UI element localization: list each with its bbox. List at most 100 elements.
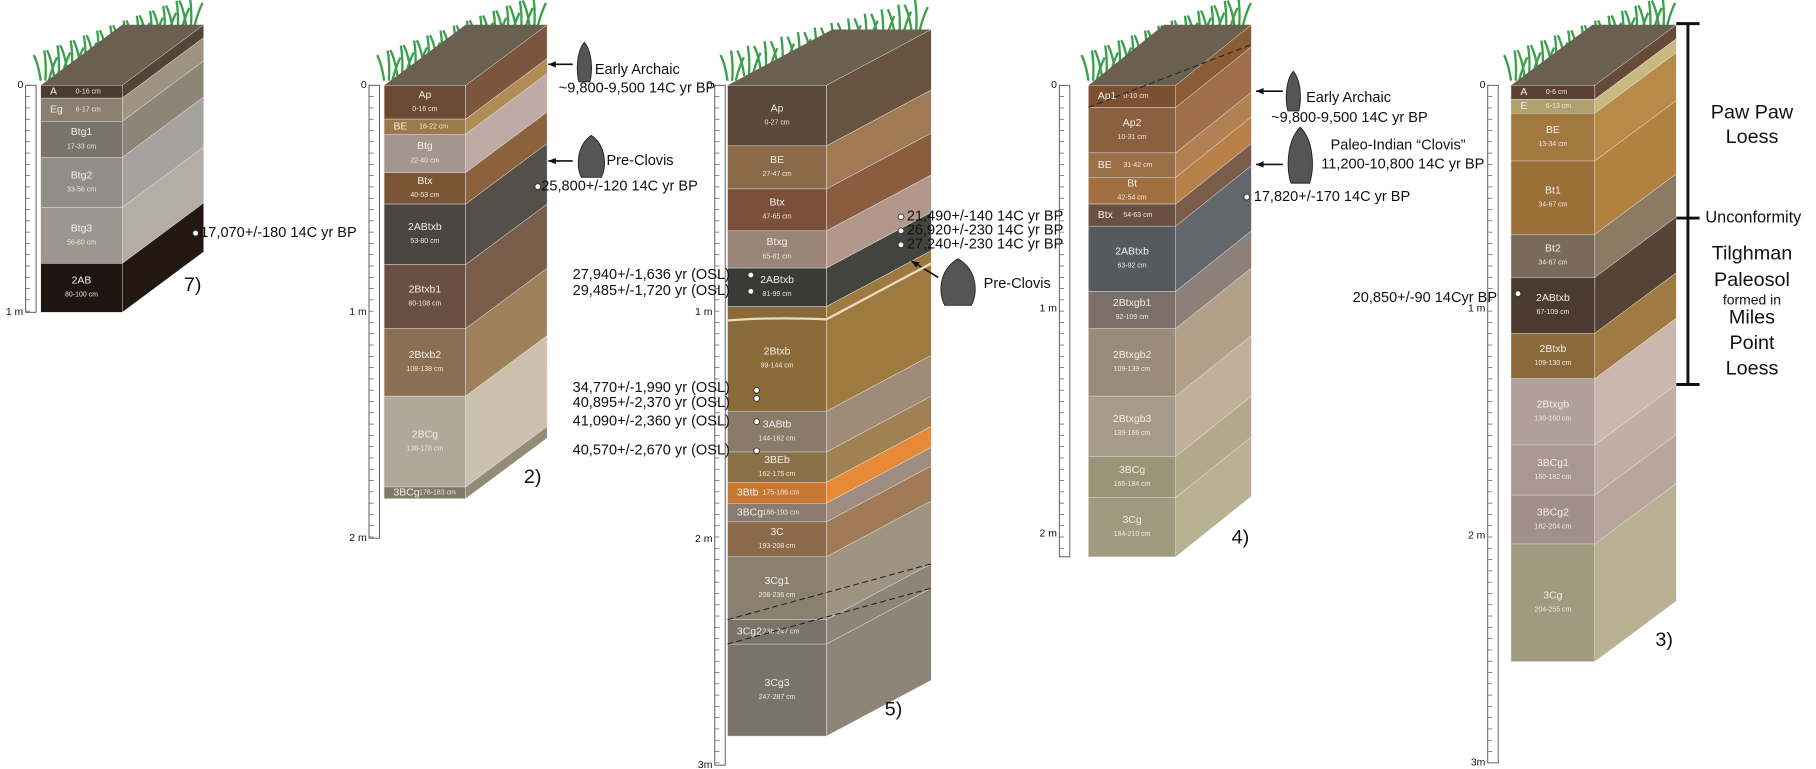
annotation: ~9,800-9,500 14C yr BP bbox=[1271, 110, 1427, 126]
scale-label: 2 m bbox=[1040, 528, 1058, 539]
scale-label: 3m bbox=[1471, 758, 1486, 769]
horizon-name: 3ABtb bbox=[763, 419, 792, 430]
horizon-name: 2ABtxb bbox=[408, 222, 442, 233]
horizon-depth: 13-34 cm bbox=[1538, 141, 1567, 148]
horizon-name: Btx bbox=[1098, 210, 1114, 221]
scale-label: 1 m bbox=[6, 307, 24, 318]
horizon-depth: 56-80 cm bbox=[67, 239, 96, 246]
horizon-name: 2ABtxb bbox=[760, 275, 794, 286]
annotation: Pre-Clovis bbox=[984, 276, 1051, 292]
sample-dot bbox=[754, 448, 760, 454]
horizon-name: 2AB bbox=[72, 276, 92, 287]
projectile-point bbox=[1286, 71, 1300, 111]
horizon-depth: 27-47 cm bbox=[763, 171, 792, 178]
horizon bbox=[1088, 107, 1175, 152]
scale-label: 2 m bbox=[695, 534, 713, 545]
horizon-depth: 0-10 cm bbox=[1123, 93, 1148, 100]
horizon-name: E bbox=[1520, 101, 1527, 112]
horizon bbox=[1088, 226, 1175, 291]
sample-dot bbox=[1244, 194, 1250, 200]
arrow-head bbox=[1256, 161, 1264, 167]
horizon-name: A bbox=[1520, 87, 1527, 98]
horizon-depth: 186-193 cm bbox=[762, 509, 799, 516]
annotation: Paw Paw bbox=[1711, 101, 1794, 123]
sample-dot bbox=[754, 419, 760, 425]
grass bbox=[905, 0, 928, 30]
horizon-name: 3Btb bbox=[737, 488, 759, 499]
horizon-name: 3Cg3 bbox=[765, 678, 790, 689]
scale-label: 1 m bbox=[349, 307, 367, 318]
projectile-point bbox=[1288, 127, 1312, 183]
annotation: 40,570+/-2,670 yr (OSL) bbox=[573, 443, 730, 459]
annotation: 40,895+/-2,370 yr (OSL) bbox=[573, 395, 730, 411]
projectile-point bbox=[577, 42, 591, 82]
horizon bbox=[728, 146, 827, 189]
horizon-name: 2Btxgb bbox=[1537, 400, 1570, 411]
annotation: 11,200-10,800 14C yr BP bbox=[1321, 156, 1484, 172]
horizon-depth: 33-56 cm bbox=[67, 186, 96, 193]
profile-label: 7) bbox=[184, 274, 202, 296]
annotation: formed in bbox=[1723, 291, 1781, 307]
horizon-name: 3BCg2 bbox=[1537, 507, 1569, 518]
sample-dot bbox=[748, 288, 754, 294]
horizon-depth: 80-100 cm bbox=[65, 292, 98, 299]
annotation: 20,850+/-90 14Cyr BP bbox=[1353, 290, 1497, 306]
horizon-name: 3BCg bbox=[737, 507, 763, 518]
horizon-depth: 81-99 cm bbox=[763, 291, 792, 298]
horizon-depth: 67-109 cm bbox=[1536, 309, 1569, 316]
profile-label: 3) bbox=[1655, 629, 1673, 651]
scale-label: 2 m bbox=[349, 533, 367, 544]
horizon-name: 2ABtxb bbox=[1115, 247, 1149, 258]
annotation: Loess bbox=[1726, 358, 1779, 380]
horizon-name: BE bbox=[1546, 125, 1560, 136]
horizon-depth: 0-27 cm bbox=[764, 119, 789, 126]
annotation: Paleo-Indian “Clovis” bbox=[1331, 138, 1466, 154]
scale-label: 3m bbox=[698, 760, 713, 769]
horizon bbox=[728, 189, 827, 231]
horizon-name: 3BCg bbox=[1119, 465, 1145, 476]
horizon-name: BE bbox=[393, 121, 407, 132]
horizon-depth: 160-182 cm bbox=[1535, 474, 1572, 481]
horizon-name: 2Btxb bbox=[1540, 344, 1567, 355]
soil-profile: 01 mA0-16 cmEg6-17 cmBtg117-33 cmBtg233-… bbox=[6, 25, 204, 318]
horizon-name: 2Btxb1 bbox=[409, 284, 442, 295]
horizon-depth: 162-175 cm bbox=[759, 471, 796, 478]
horizon bbox=[728, 557, 827, 620]
horizon-depth: 130-160 cm bbox=[1535, 416, 1572, 423]
horizon-depth: 63-92 cm bbox=[1118, 263, 1147, 270]
horizon-depth: 0-6 cm bbox=[1546, 89, 1567, 96]
horizon-depth: 138-178 cm bbox=[406, 445, 443, 452]
horizon-depth: 34-67 cm bbox=[1538, 201, 1567, 208]
horizon-depth: 204-255 cm bbox=[1535, 607, 1572, 614]
horizon-depth: 47-65 cm bbox=[763, 214, 792, 221]
horizon-name: 3Cg1 bbox=[765, 576, 790, 587]
horizon bbox=[1088, 497, 1175, 556]
soil-profile: 01 m2 mAp10-10 cmAp210-31 cmBE31-42 cmBt… bbox=[1040, 25, 1252, 557]
annotation: Paleosol bbox=[1714, 269, 1790, 291]
annotation: Point bbox=[1729, 332, 1775, 354]
horizon bbox=[728, 307, 827, 412]
horizon bbox=[1511, 234, 1595, 277]
annotation: 27,240+/-230 14C yr BP bbox=[907, 237, 1063, 253]
horizon-name: Bt1 bbox=[1545, 185, 1561, 196]
scale-label: 1 m bbox=[695, 307, 713, 318]
profile-label: 2) bbox=[524, 466, 542, 488]
horizon bbox=[41, 263, 122, 312]
horizon bbox=[1088, 396, 1175, 457]
annotation: Unconformity bbox=[1705, 208, 1802, 226]
annotation: Tilghman bbox=[1712, 242, 1793, 264]
scale-label: 1 m bbox=[1040, 304, 1058, 315]
horizon bbox=[1511, 379, 1595, 445]
horizon-depth: 17-33 cm bbox=[67, 143, 96, 150]
annotation: 29,485+/-1,720 yr (OSL) bbox=[573, 283, 730, 299]
horizon bbox=[384, 134, 465, 172]
horizon-name: 3Cg bbox=[1543, 591, 1562, 602]
horizon-depth: 139-166 cm bbox=[1114, 430, 1151, 437]
horizon-name: 3C bbox=[770, 527, 784, 538]
horizon-name: 3BCg bbox=[393, 488, 419, 499]
horizon-depth: 22-40 cm bbox=[410, 157, 439, 164]
horizon bbox=[728, 411, 827, 452]
sample-dot bbox=[754, 387, 760, 393]
annotation: Early Archaic bbox=[1306, 90, 1391, 106]
horizon-depth: 108-138 cm bbox=[406, 366, 443, 373]
